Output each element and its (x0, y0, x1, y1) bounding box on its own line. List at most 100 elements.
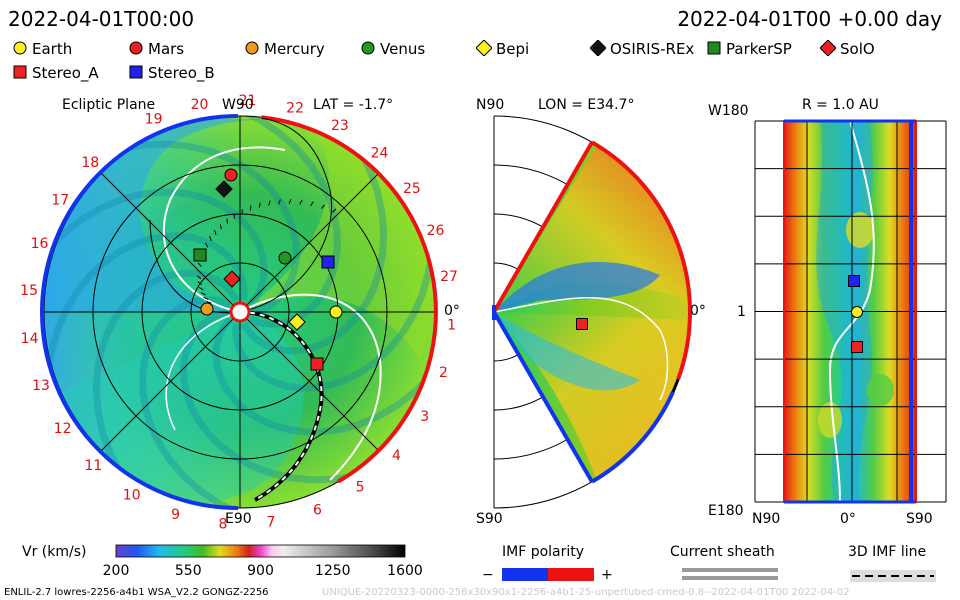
colorbar-tick-550: 550 (174, 563, 202, 579)
radial-top-left-label: W180 (708, 103, 749, 119)
carrington-tick-18: 18 (81, 155, 99, 171)
carrington-tick-23: 23 (331, 118, 349, 134)
legend-item-label: Stereo_A (32, 64, 99, 82)
sun-icon (229, 301, 251, 323)
legend-square-icon (129, 65, 143, 79)
legend-item-osiris-rex: OSIRIS-REx (589, 39, 695, 58)
radial-panel (754, 119, 947, 504)
meridional-right-label: 0° (690, 303, 706, 319)
carrington-tick-4: 4 (392, 448, 401, 464)
ecliptic-marker-parkersp (193, 248, 207, 262)
carrington-tick-24: 24 (371, 145, 389, 161)
time-right: 2022-04-01T00 +0.00 day (677, 7, 942, 31)
carrington-tick-20: 20 (191, 97, 209, 113)
radial-mid-left-label: 1 (737, 304, 746, 320)
carrington-tick-13: 13 (32, 378, 50, 394)
legend-item-earth: Earth (12, 40, 72, 57)
carrington-tick-1: 1 (447, 317, 456, 333)
legend-item-stereo-b: Stereo_B (128, 64, 215, 81)
legend-item-stereo-a: Stereo_A (12, 64, 99, 81)
carrington-tick-2: 2 (439, 365, 448, 381)
current-sheath-bar-1 (682, 568, 778, 572)
carrington-tick-25: 25 (403, 181, 421, 197)
radial-bottom-label-s90: S90 (906, 511, 933, 527)
ecliptic-marker-mars (224, 168, 238, 182)
carrington-tick-3: 3 (420, 409, 429, 425)
legend-circle-icon (129, 41, 143, 55)
radial-marker-earth (851, 306, 863, 318)
radial-marker-stereo-a (851, 341, 863, 353)
imf-polarity-blue (502, 568, 548, 581)
meridional-lon: LON = E34.7° (538, 97, 635, 113)
legend-item-parkersp: ParkerSP (706, 40, 792, 57)
carrington-tick-19: 19 (145, 111, 163, 127)
footer-right: UNIQUE-20220323-0000-256x30x90x1-2256-a4… (322, 588, 850, 598)
carrington-tick-14: 14 (21, 331, 39, 347)
imf-polarity-minus: − (482, 567, 494, 583)
legend-item-label: SolO (840, 40, 875, 58)
legend-square-icon (13, 65, 27, 79)
carrington-tick-22: 22 (286, 100, 304, 116)
current-sheath-label: Current sheath (670, 544, 775, 560)
colorbar (115, 544, 406, 558)
carrington-tick-26: 26 (427, 223, 445, 239)
ecliptic-marker-solo (223, 270, 241, 288)
legend-item-solo: SolO (819, 39, 875, 58)
meridional-top-label: N90 (476, 97, 505, 113)
carrington-tick-5: 5 (356, 480, 365, 496)
ecliptic-marker-earth (329, 305, 343, 319)
ecliptic-lat: LAT = -1.7° (313, 97, 394, 113)
carrington-tick-9: 9 (171, 507, 180, 523)
legend-circle-icon (245, 41, 259, 55)
legend-item-bepi: Bepi (475, 39, 530, 58)
carrington-tick-16: 16 (31, 236, 49, 252)
imf-polarity-label: IMF polarity (502, 544, 585, 560)
legend-item-label: Earth (32, 40, 73, 58)
ecliptic-polarity-red (261, 115, 438, 484)
colorbar-tick-1600: 1600 (387, 563, 423, 579)
ecliptic-bottom-label: E90 (225, 511, 252, 527)
legend-circle-icon (361, 41, 375, 55)
footer-left: ENLIL-2.7 lowres-2256-a4b1 WSA_V2.2 GONG… (4, 587, 269, 598)
ecliptic-marker-stereo-b (321, 255, 335, 269)
carrington-tick-27: 27 (440, 269, 458, 285)
radial-marker-stereo-b (848, 275, 860, 287)
radial-r-label: R = 1.0 AU (802, 97, 879, 113)
legend-item-label: Venus (380, 40, 426, 58)
meridional-panel (492, 115, 692, 509)
meridional-bottom-label: S90 (476, 511, 503, 527)
imf-polarity-red (548, 568, 594, 581)
ecliptic-top-label: W90 (222, 97, 254, 113)
legend-item-label: Stereo_B (148, 64, 215, 82)
radial-bottom-label-n90: N90 (752, 511, 781, 527)
legend-item-label: Mars (148, 40, 185, 58)
legend-item-label: ParkerSP (726, 40, 792, 58)
colorbar-tick-900: 900 (247, 563, 274, 579)
legend-square-icon (707, 41, 721, 55)
legend-item-label: Bepi (496, 40, 530, 58)
carrington-tick-10: 10 (123, 487, 141, 503)
current-sheath-bar-2 (682, 576, 778, 580)
ecliptic-marker-bepi (288, 313, 306, 331)
radial-bottom-label-0: 0° (840, 511, 856, 527)
ecliptic-title: Ecliptic Plane (62, 97, 156, 113)
colorbar-tick-1250: 1250 (314, 563, 351, 579)
ecliptic-marker-mercury (200, 302, 214, 316)
imf-polarity-plus: + (601, 567, 613, 583)
carrington-tick-15: 15 (20, 283, 38, 299)
carrington-tick-7: 7 (267, 515, 276, 531)
colorbar-label: Vr (km/s) (22, 544, 87, 560)
ecliptic-marker-venus (278, 251, 292, 265)
time-left: 2022-04-01T00:00 (8, 7, 195, 31)
carrington-tick-8: 8 (218, 516, 227, 532)
carrington-tick-17: 17 (51, 193, 69, 209)
ecliptic-right-label: 0° (444, 303, 460, 319)
carrington-tick-21: 21 (239, 93, 257, 109)
radial-bottom-left-label: E180 (708, 503, 744, 519)
imf-line-3d-label: 3D IMF line (848, 544, 927, 560)
legend-item-label: OSIRIS-REx (610, 40, 695, 58)
legend-item-venus: Venus (360, 40, 425, 57)
carrington-tick-11: 11 (84, 458, 102, 474)
carrington-tick-6: 6 (313, 502, 322, 518)
